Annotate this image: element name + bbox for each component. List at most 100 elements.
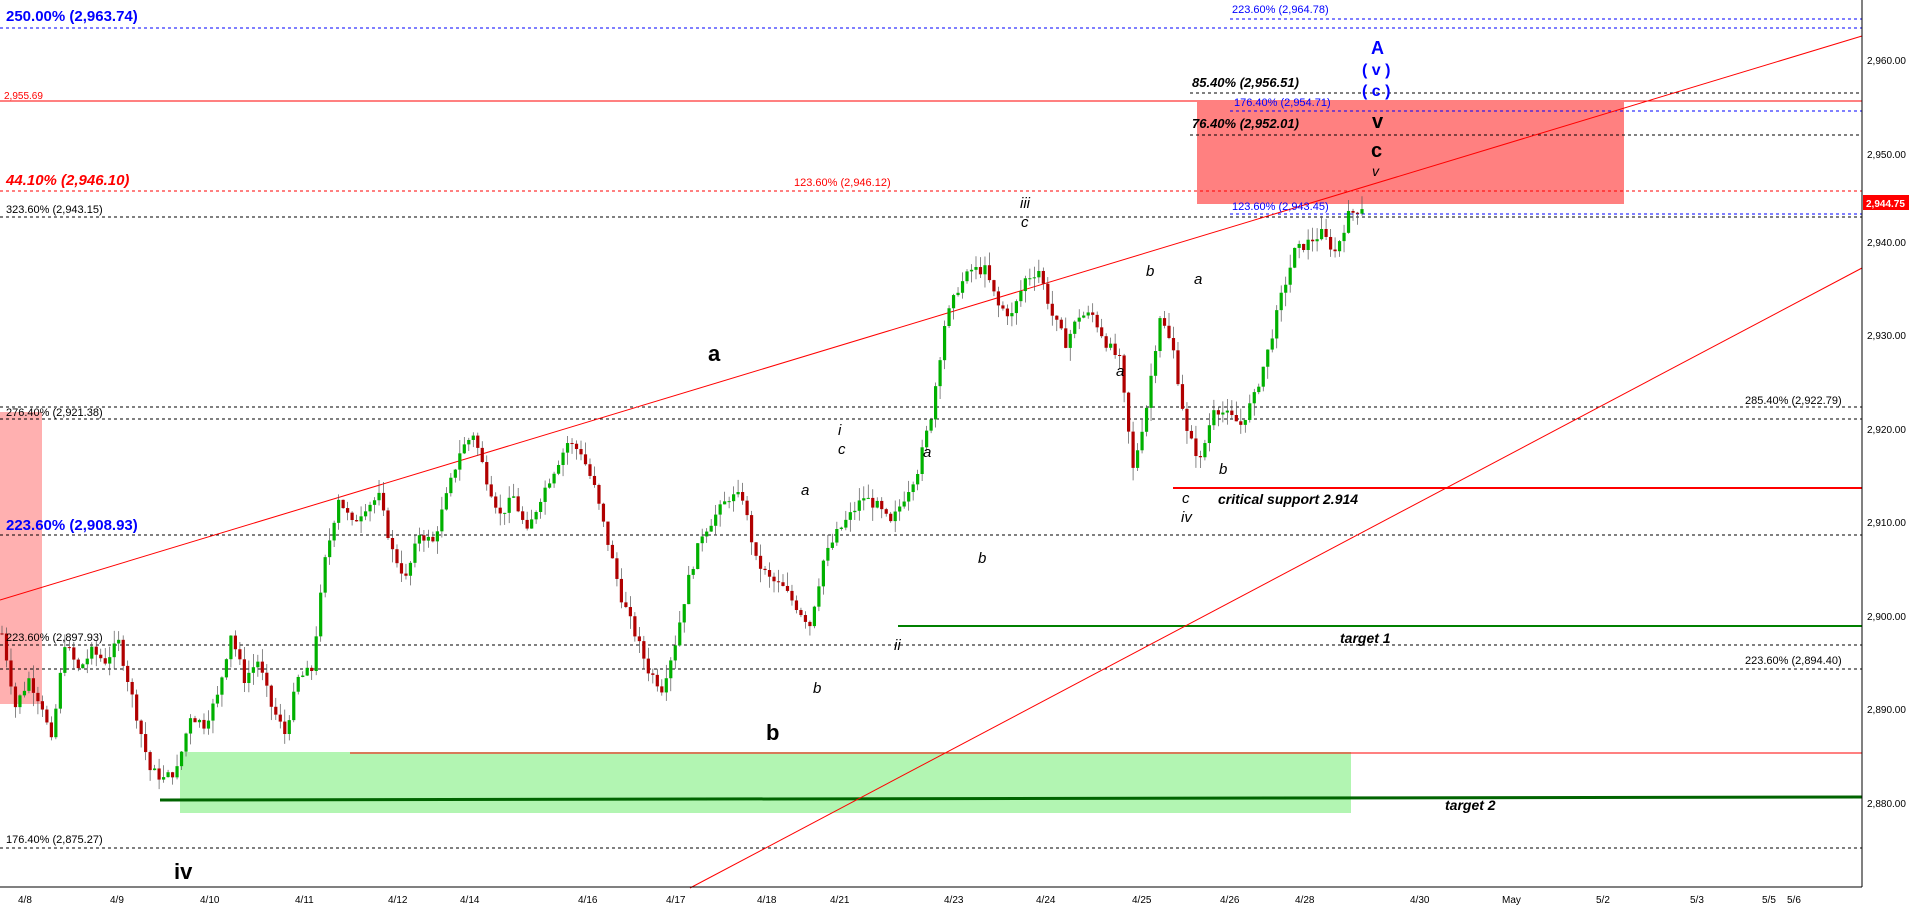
- candle-down: [1171, 338, 1176, 351]
- fib-label-4410: 44.10% (2,946.10): [5, 172, 129, 189]
- candle-up: [328, 540, 332, 558]
- x-axis-ticks: 4/8 4/9 4/10 4/11 4/12 4/14 4/16 4/17 4/…: [18, 895, 1801, 906]
- candle-down: [579, 449, 583, 455]
- candle-down: [404, 573, 408, 576]
- candle-up: [969, 269, 974, 272]
- candle-up: [942, 326, 947, 361]
- candle-down: [992, 280, 996, 292]
- candle-down: [1122, 355, 1126, 393]
- lower-trendline: [689, 267, 1863, 889]
- candle-down: [1118, 355, 1122, 357]
- candle-down: [1355, 212, 1360, 214]
- candle-up: [1279, 292, 1283, 311]
- candle-up: [184, 733, 188, 752]
- green-target-zone: [180, 752, 1351, 813]
- last-price-badge: [1863, 195, 1909, 210]
- candle-up: [727, 501, 731, 503]
- candle-down: [1324, 228, 1328, 237]
- fib-label-7640: 76.40% (2,952.01): [1192, 116, 1299, 131]
- candle-down: [754, 542, 758, 556]
- candle-down: [1328, 236, 1333, 250]
- fib-label-223-top-right: 223.60% (2,964.78): [1232, 4, 1329, 16]
- fib-label-2955: 2,955.69: [4, 91, 43, 102]
- fib-label-27640: 276.40% (2,921.38): [6, 407, 103, 419]
- candle-down: [651, 673, 655, 675]
- candle-down: [588, 464, 592, 476]
- y-tick-label: 2,890.00: [1867, 705, 1906, 716]
- candle-up: [301, 675, 305, 677]
- candle-up: [54, 708, 58, 738]
- x-tick-label: 4/30: [1410, 895, 1430, 906]
- candle-down: [1180, 384, 1185, 409]
- candle-up: [323, 557, 327, 593]
- candle-up: [435, 531, 439, 542]
- candle-down: [269, 685, 273, 707]
- candle-down: [521, 511, 525, 520]
- candle-up: [691, 569, 695, 575]
- wave-label-iii: iii: [1020, 195, 1031, 212]
- candle-up: [1023, 278, 1027, 292]
- wave-label-iv-small: iv: [1181, 509, 1193, 526]
- x-tick-label: May: [1502, 895, 1521, 906]
- candle-up: [368, 504, 372, 512]
- candle-up: [1306, 239, 1310, 250]
- candle-up: [1140, 431, 1144, 451]
- y-tick-label: 2,960.00: [1867, 56, 1906, 67]
- candle-down: [790, 590, 794, 601]
- wave-label-b-big: b: [766, 720, 779, 745]
- candle-down: [431, 536, 435, 542]
- x-tick-label: 4/21: [830, 895, 850, 906]
- candle-down: [1095, 314, 1099, 328]
- candle-down: [4, 633, 9, 661]
- candle-up: [296, 676, 300, 692]
- candle-up: [153, 768, 157, 771]
- wave-label-v-small: v: [1372, 163, 1380, 179]
- candle-down: [31, 678, 36, 693]
- candle-up: [960, 281, 965, 293]
- candle-up: [1077, 317, 1081, 322]
- candle-up: [292, 691, 296, 721]
- candle-up: [251, 667, 255, 673]
- candle-down: [1230, 410, 1234, 416]
- candle-up: [866, 497, 870, 499]
- candle-down: [1167, 325, 1171, 339]
- candle-down: [350, 512, 354, 521]
- candle-up: [1203, 443, 1207, 458]
- candle-down: [987, 265, 992, 281]
- candle-up: [471, 435, 475, 440]
- wave-label-c-i: c: [838, 441, 846, 458]
- candle-up: [1073, 321, 1077, 334]
- candle-up: [108, 657, 112, 664]
- candle-up: [561, 452, 565, 465]
- wave-label-a-4: a: [1194, 271, 1202, 288]
- candle-up: [413, 543, 417, 563]
- wave-label-v-big: v: [1372, 111, 1384, 133]
- candle-down: [233, 635, 237, 650]
- candle-up: [682, 604, 686, 623]
- candle-down: [978, 267, 983, 275]
- candle-down: [655, 674, 659, 687]
- x-tick-label: 5/6: [1787, 895, 1801, 906]
- candle-up: [512, 496, 516, 498]
- candle-up: [1284, 284, 1288, 293]
- candle-down: [570, 443, 574, 445]
- candle-up: [179, 751, 184, 767]
- candle-up: [1212, 410, 1216, 426]
- candle-up: [1037, 270, 1041, 278]
- candle-down: [9, 660, 13, 687]
- candle-down: [36, 692, 40, 702]
- wave-label-iv-big: iv: [174, 859, 193, 884]
- candle-up: [211, 703, 215, 721]
- candle-up: [63, 647, 67, 673]
- fib-label-22360-blue: 223.60% (2,908.93): [6, 517, 138, 534]
- fib-label-250: 250.00% (2,963.74): [6, 8, 138, 25]
- x-tick-label: 5/5: [1762, 895, 1776, 906]
- candle-up: [1014, 301, 1018, 314]
- candle-down: [399, 563, 404, 574]
- candle-up: [732, 494, 736, 502]
- candle-down: [637, 636, 641, 642]
- x-tick-label: 4/28: [1295, 895, 1315, 906]
- candle-up: [723, 501, 727, 505]
- candle-down: [583, 454, 588, 465]
- candle-up: [458, 453, 462, 470]
